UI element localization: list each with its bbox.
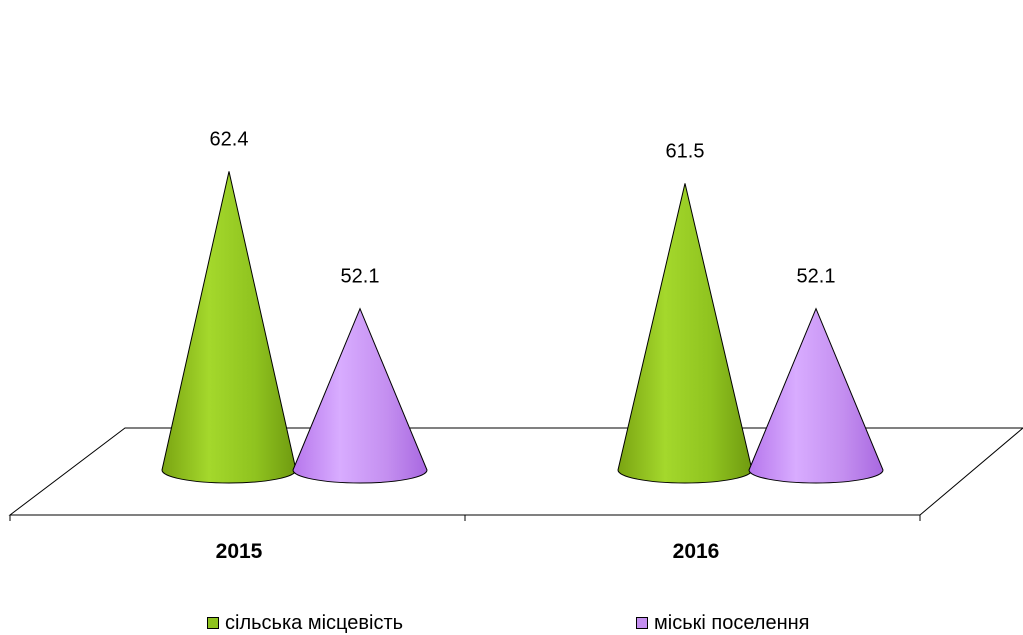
labels-layer: 62.4 52.1 2015 61.5 52.1 2016 — [210, 128, 836, 563]
cone-2015-series-1 — [292, 307, 428, 484]
data-label-2015-series-0: 62.4 — [210, 128, 249, 150]
legend-label: міські поселення — [654, 611, 810, 634]
cone-2016-series-1 — [748, 307, 884, 484]
data-label-2016-series-1: 52.1 — [797, 266, 836, 288]
legend-item-series-0: сільська місцевість — [207, 611, 403, 635]
category-label-2016: 2016 — [673, 540, 720, 563]
legend-label: сільська місцевість — [225, 611, 404, 634]
legend-swatch-green — [207, 617, 219, 629]
cones-layer — [161, 171, 884, 484]
legend: сільська місцевість міські поселення — [0, 611, 1023, 635]
data-label-2016-series-0: 61.5 — [666, 140, 705, 162]
legend-swatch-purple — [636, 617, 648, 629]
legend-item-series-1: міські поселення — [636, 611, 810, 635]
cone-2015-series-0 — [161, 171, 297, 484]
category-label-2015: 2015 — [216, 540, 263, 563]
data-label-2015-series-1: 52.1 — [341, 266, 380, 288]
cone-2016-series-0 — [617, 183, 753, 484]
